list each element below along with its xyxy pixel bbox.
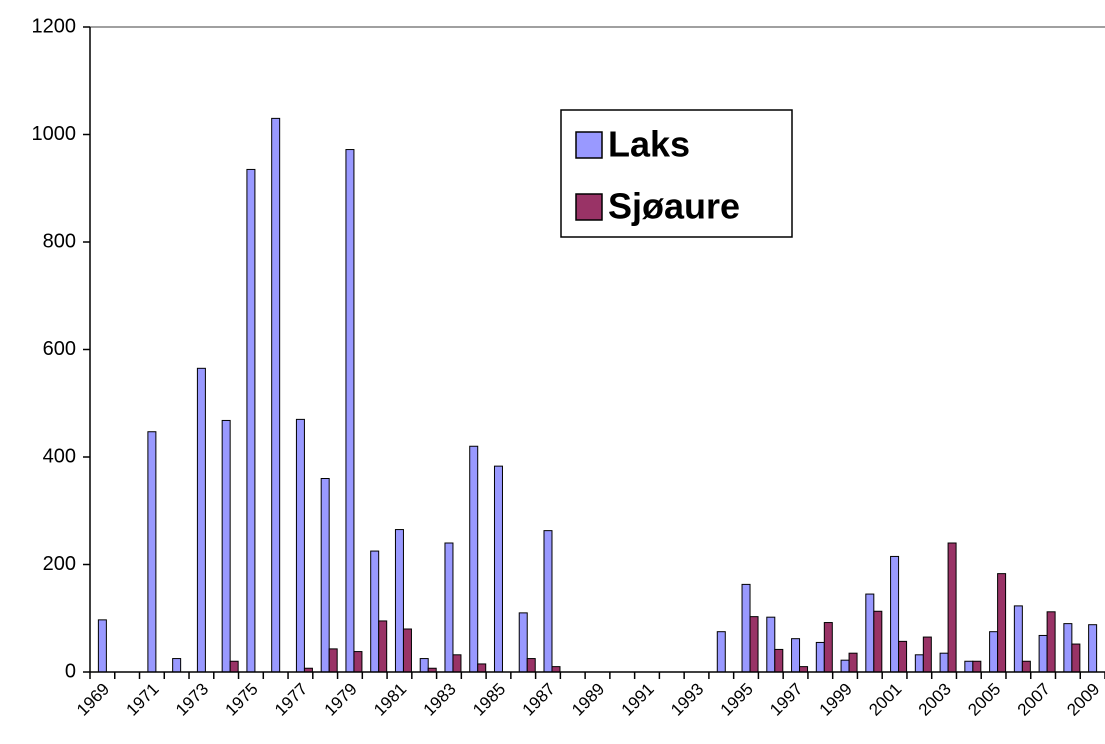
bar	[766, 616, 776, 673]
bar	[378, 620, 388, 673]
bar	[1063, 623, 1073, 673]
x-tick-label: 1991	[618, 679, 658, 719]
bar	[394, 529, 404, 673]
y-tick-label: 800	[43, 230, 76, 252]
legend-label: Sjøaure	[608, 186, 740, 227]
bar	[345, 149, 355, 673]
bar	[922, 636, 932, 673]
y-tick-label: 200	[43, 553, 76, 575]
bar	[543, 530, 553, 673]
bar	[716, 631, 726, 673]
x-tick-label: 2007	[1014, 679, 1054, 719]
x-tick-label: 1975	[222, 679, 262, 719]
x-tick-label: 2003	[915, 679, 955, 719]
bar	[848, 652, 858, 673]
bar	[989, 631, 999, 673]
bar	[815, 641, 825, 673]
bar	[246, 168, 256, 673]
x-tick-label: 1985	[469, 679, 509, 719]
bar	[370, 550, 380, 673]
x-tick-label: 1969	[73, 679, 113, 719]
bar	[452, 654, 462, 673]
bar	[873, 610, 883, 673]
bar	[1071, 643, 1081, 673]
bar	[493, 465, 503, 673]
legend-label: Laks	[608, 124, 690, 165]
bar	[997, 573, 1007, 673]
bar	[353, 651, 363, 673]
bar	[1088, 624, 1098, 673]
bar	[972, 660, 982, 673]
bar	[890, 555, 900, 673]
x-tick-label: 2001	[865, 679, 905, 719]
bar	[271, 117, 281, 673]
bar	[419, 658, 429, 673]
bar	[526, 658, 536, 673]
bar	[518, 612, 528, 673]
bar	[749, 616, 759, 673]
y-tick-label: 1000	[32, 123, 77, 145]
bar	[172, 658, 182, 673]
x-tick-label: 2009	[1063, 679, 1103, 719]
x-tick-label: 1981	[370, 679, 410, 719]
bar	[328, 648, 338, 673]
bar	[1038, 634, 1048, 673]
x-tick-label: 1987	[519, 679, 559, 719]
legend: Laks Sjøaure	[560, 109, 793, 238]
bar	[147, 431, 157, 673]
bar	[741, 583, 751, 673]
bar	[229, 660, 239, 673]
bar	[1046, 611, 1056, 673]
x-tick-label: 1977	[271, 679, 311, 719]
x-tick-label: 1999	[816, 679, 856, 719]
bar	[477, 663, 487, 673]
bar	[774, 648, 784, 673]
bar	[840, 659, 850, 673]
bar	[444, 542, 454, 673]
y-tick-label: 600	[43, 338, 76, 360]
bar	[823, 622, 833, 673]
bar	[799, 666, 809, 673]
y-tick-label: 400	[43, 445, 76, 467]
x-tick-label: 1997	[766, 679, 806, 719]
bar	[1013, 605, 1023, 673]
bar	[865, 593, 875, 673]
y-tick-label: 0	[65, 660, 76, 682]
bar	[551, 666, 561, 673]
x-tick-label: 1995	[717, 679, 757, 719]
x-tick-label: 1971	[123, 679, 163, 719]
x-tick-label: 1989	[568, 679, 608, 719]
x-tick-label: 1973	[172, 679, 212, 719]
bar	[221, 419, 231, 673]
bar	[295, 418, 305, 673]
bar	[791, 638, 801, 673]
y-tick-label: 1200	[32, 15, 77, 37]
bar	[964, 660, 974, 673]
bar	[1021, 660, 1031, 673]
bar	[947, 542, 957, 673]
x-tick-label: 1979	[321, 679, 361, 719]
legend-swatch	[575, 193, 603, 221]
bar	[196, 367, 206, 673]
x-tick-label: 1983	[420, 679, 460, 719]
bar	[97, 619, 107, 673]
bar	[469, 445, 479, 673]
bar	[914, 654, 924, 673]
bar	[939, 652, 949, 673]
legend-swatch	[575, 131, 603, 159]
bar	[898, 640, 908, 673]
x-tick-label: 2005	[964, 679, 1004, 719]
x-tick-label: 1993	[667, 679, 707, 719]
bar	[402, 628, 412, 673]
bar	[320, 478, 330, 673]
